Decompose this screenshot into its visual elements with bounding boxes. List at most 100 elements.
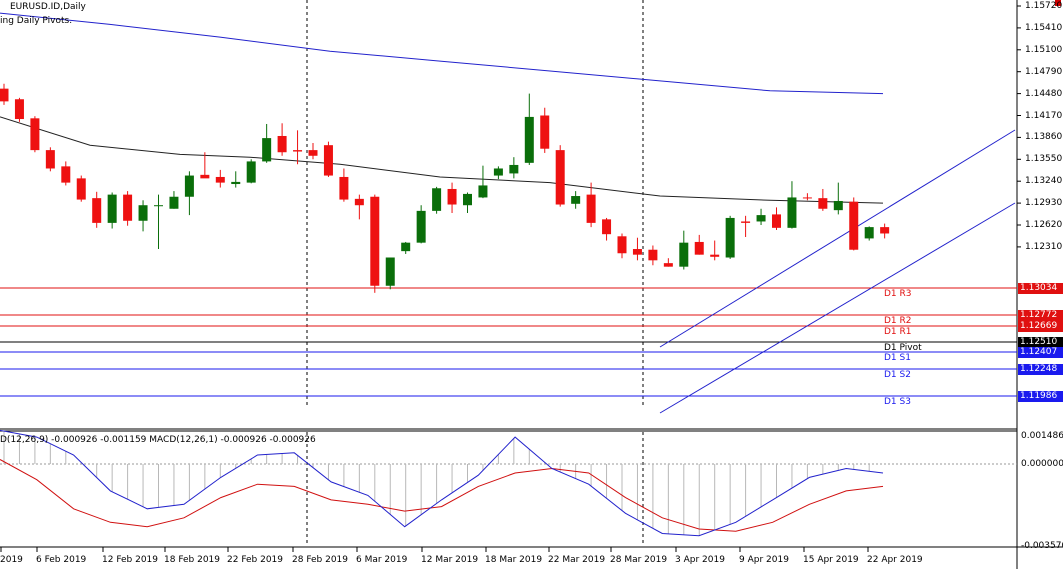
date-axis-label: 12 Feb 2019 — [102, 555, 159, 565]
candle-body — [447, 188, 457, 205]
panel-corner-marker — [1055, 0, 1061, 6]
candle-body — [864, 227, 874, 239]
pivot-label-0: D1 R3 — [884, 289, 912, 299]
date-axis-label: 6 Feb 2019 — [36, 555, 87, 565]
macd-signal-line — [0, 459, 884, 532]
macd-label: D(12,26,9) -0.000926 -0.001159 MACD(12,2… — [0, 435, 316, 445]
price-axis-label: 1.12620 — [1025, 220, 1063, 230]
candle-body — [200, 174, 210, 179]
date-axis-label: 22 Feb 2019 — [227, 555, 284, 565]
price-axis-label: 1.12930 — [1025, 198, 1063, 209]
pivot-price-badge-1: 1.12772 — [1018, 310, 1063, 321]
candle-body — [385, 257, 395, 286]
candle-body — [509, 164, 519, 174]
candle-body — [679, 242, 689, 267]
pivot-price-badge-3: 1.12510 — [1018, 337, 1063, 348]
candle-body — [663, 263, 673, 267]
price-axis-label: 1.15720 — [1025, 1, 1063, 11]
candle-body — [0, 88, 9, 102]
candle-body — [184, 175, 194, 197]
candle-body — [787, 197, 797, 228]
candle-body — [463, 193, 472, 206]
candle-body — [710, 254, 720, 257]
channel-lower-line — [659, 202, 1016, 414]
channel-upper-line — [659, 129, 1016, 348]
symbol-title: EURUSD.ID,Daily — [10, 2, 86, 12]
moving-average-short — [0, 116, 884, 204]
candle-body — [741, 221, 751, 223]
candle-body — [14, 99, 24, 120]
price-axis-label: 1.13860 — [1025, 132, 1063, 143]
candle-body — [694, 241, 704, 255]
pivot-label-1: D1 R2 — [884, 316, 912, 326]
candle-body — [215, 176, 225, 183]
date-axis-label: 22 Apr 2019 — [867, 555, 923, 565]
candle-body — [401, 242, 411, 252]
price-axis-label: 1.14480 — [1025, 88, 1063, 99]
candle-body — [648, 249, 658, 261]
candle-body — [833, 200, 843, 211]
candle-body — [293, 150, 303, 152]
candle-body — [154, 205, 163, 207]
candle-body — [880, 227, 890, 234]
candle-body — [849, 201, 859, 250]
candle-body — [632, 249, 642, 255]
macd-main-line — [0, 429, 884, 537]
price-axis-label: 1.13550 — [1025, 154, 1063, 165]
candle-body — [571, 196, 581, 204]
candle-body — [169, 196, 179, 209]
macd-axis-label: -0.003570 — [1021, 541, 1063, 551]
pivot-price-badge-5: 1.12248 — [1018, 364, 1063, 375]
candle-body — [30, 118, 40, 151]
moving-average-long — [0, 12, 884, 95]
date-axis-label: 2019 — [0, 555, 23, 565]
pivot-label-3: D1 Pivot — [884, 343, 922, 353]
candle-body — [524, 116, 534, 163]
candle-body — [802, 197, 812, 199]
pivot-label-5: D1 S2 — [884, 370, 911, 380]
candle-body — [370, 196, 380, 286]
candle-body — [138, 205, 148, 221]
date-axis-label: 28 Mar 2019 — [610, 555, 668, 565]
candle-body — [725, 217, 735, 258]
price-axis-label: 1.15410 — [1025, 22, 1063, 33]
date-axis-label: 3 Apr 2019 — [675, 555, 725, 565]
candle-body — [45, 150, 55, 169]
price-axis-label: 1.14170 — [1025, 110, 1063, 121]
candle-body — [61, 166, 71, 183]
candle-body — [756, 215, 766, 222]
macd-axis-label: 0.001486 — [1021, 431, 1063, 441]
price-axis-label: 1.14790 — [1025, 66, 1063, 77]
candle-body — [493, 168, 503, 176]
date-axis-label: 12 Mar 2019 — [421, 555, 479, 565]
macd-axis-label: 0.000000 — [1021, 459, 1063, 469]
indicator-title: ing Daily Pivots. — [0, 16, 73, 26]
price-axis-label: 1.13240 — [1025, 176, 1063, 187]
pivot-label-6: D1 S3 — [884, 397, 911, 407]
candle-body — [478, 185, 488, 198]
candle-body — [339, 176, 349, 200]
candle-body — [432, 188, 442, 211]
date-axis-label: 6 Mar 2019 — [356, 555, 408, 565]
candle-body — [354, 198, 364, 206]
candle-body — [76, 178, 86, 200]
pivot-label-2: D1 R1 — [884, 327, 912, 337]
pivot-price-badge-0: 1.13034 — [1018, 283, 1063, 294]
candle-body — [586, 194, 596, 223]
candle-body — [416, 210, 426, 243]
candle-body — [555, 150, 565, 205]
date-axis-label: 22 Mar 2019 — [548, 555, 606, 565]
candle-body — [277, 135, 287, 153]
date-axis-label: 28 Feb 2019 — [292, 555, 349, 565]
candle-body — [123, 194, 133, 221]
price-axis-label: 1.12310 — [1025, 241, 1063, 252]
pivot-price-badge-6: 1.11986 — [1018, 391, 1063, 402]
candle-body — [772, 214, 781, 228]
date-axis-label: 15 Apr 2019 — [803, 555, 859, 565]
pivot-price-badge-4: 1.12407 — [1018, 347, 1063, 358]
pivot-price-badge-2: 1.12669 — [1018, 321, 1063, 332]
date-axis-label: 18 Mar 2019 — [485, 555, 543, 565]
candle-body — [323, 145, 333, 176]
candle-body — [617, 236, 627, 254]
